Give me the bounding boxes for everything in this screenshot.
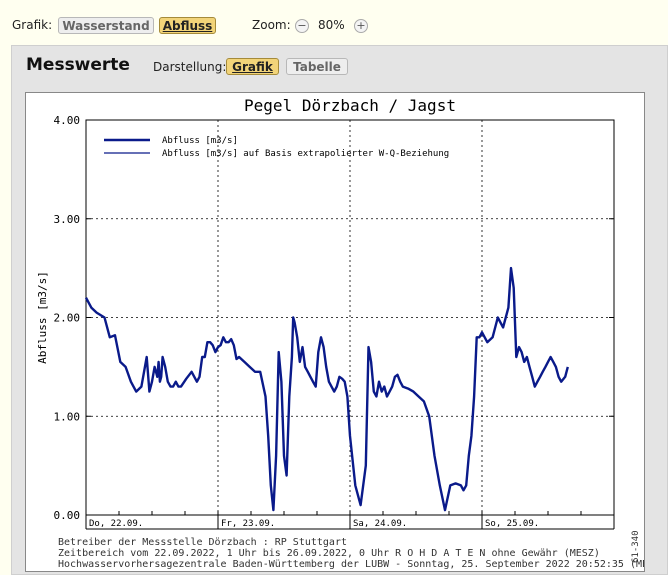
zoom-label: Zoom: [252,18,291,32]
y-axis-label: Abfluss [m3/s] [36,271,49,364]
x-tick-label: Sa, 24.09. [353,519,407,529]
chart-container: Pegel Dörzbach / Jagst 0.00 1.00 2.00 3.00 4.… [25,92,645,572]
zoom-value: 80% [318,18,345,32]
discharge-chart: Pegel Dörzbach / Jagst 0.00 1.00 2.00 3.00 4.… [36,96,644,570]
footer-line-3: Hochwasservorhersagezentrale Baden-Württ… [58,559,644,570]
grafik-tab-button[interactable]: Grafik [226,58,279,75]
y-tick-label: 2.00 [54,312,81,325]
tabelle-tab-button[interactable]: Tabelle [286,58,348,75]
grafik-label: Grafik: [12,18,53,32]
zoom-in-button[interactable]: + [354,19,368,33]
x-tick-label: Fr, 23.09. [221,519,275,529]
y-tick-label: 0.00 [54,509,81,522]
chart-title: Pegel Dörzbach / Jagst [244,96,456,115]
top-toolbar: Grafik: Wasserstand Abfluss Zoom: − 80% … [0,0,668,48]
legend-label-0: Abfluss [m3/s] [162,136,238,146]
abfluss-button[interactable]: Abfluss [159,17,216,34]
series-line-0 [84,266,569,512]
x-tick-label: So, 25.09. [485,519,539,529]
zoom-out-button[interactable]: − [295,19,309,33]
footer-line-2: Zeitbereich vom 22.09.2022, 1 Uhr bis 26… [58,548,600,559]
y-tick-label: 3.00 [54,213,81,226]
messwerte-panel: Messwerte Darstellung: Grafik Tabelle Pe… [11,45,668,575]
wasserstand-button[interactable]: Wasserstand [58,17,154,34]
darstellung-label: Darstellung: [153,60,227,74]
panel-title: Messwerte [26,55,130,75]
footer-line-1: Betreiber der Messstelle Dörzbach : RP S… [58,537,347,548]
legend-label-1: Abfluss [m3/s] auf Basis extrapolierter … [162,149,449,159]
y-tick-label: 4.00 [54,114,81,127]
y-tick-label: 1.00 [54,410,81,423]
footer-side-id: 61-340 [631,530,641,563]
x-tick-label: Do, 22.09. [89,519,143,529]
